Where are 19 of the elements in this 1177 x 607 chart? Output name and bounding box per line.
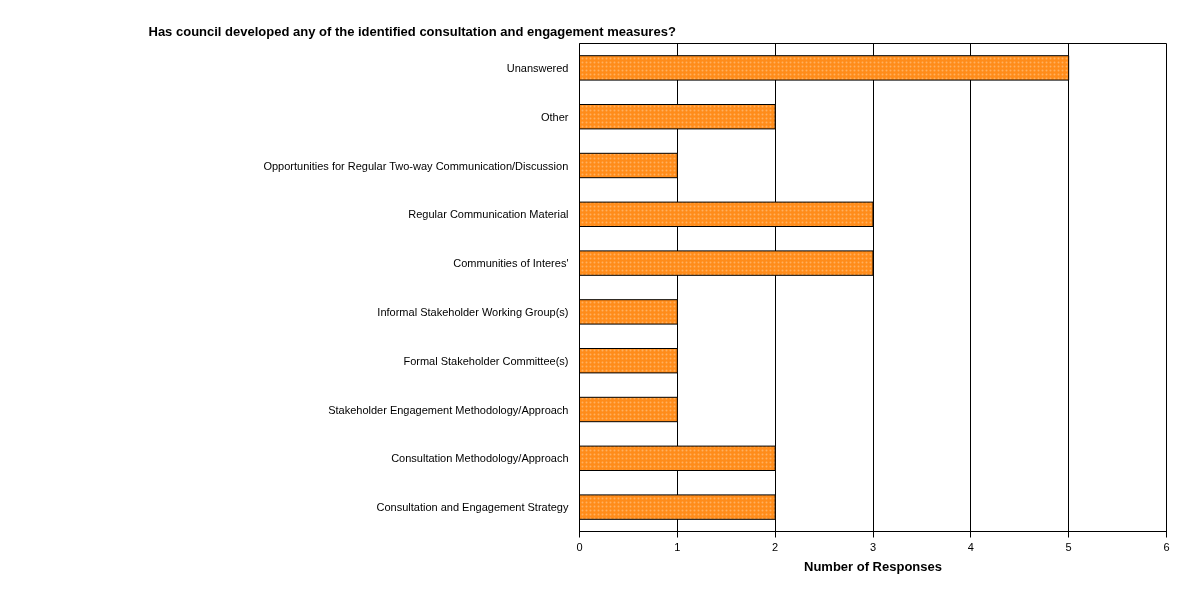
y-tick-label: Regular Communication Material <box>408 208 569 221</box>
y-tick-label: Other <box>540 110 569 123</box>
x-tick-label: 1 <box>674 540 681 553</box>
text: Has council developed any of the identified consultation and engagement measures? <box>148 23 676 39</box>
x-axis-title: Number of Responses <box>804 558 942 574</box>
x-tick-label: 0 <box>576 540 583 553</box>
y-tick-label: Consultation and Engagement Strategy <box>376 501 569 514</box>
y-tick-label: Informal Stakeholder Working Group(s) <box>377 305 569 318</box>
x-tick-label: 2 <box>772 540 779 553</box>
y-tick-label: Consultation Methodology/Approach <box>391 452 569 465</box>
y-tick-label: Formal Stakeholder Committee(s) <box>403 354 569 367</box>
x-tick-label: 3 <box>869 540 877 553</box>
y-tick-label: Opportunities for Regular Two-way Communication/Discussion <box>263 159 569 172</box>
y-tick-label: Unanswered <box>506 61 569 74</box>
y-tick-label: Communities of Interes' <box>453 257 569 270</box>
x-tick-label: 4 <box>967 540 974 553</box>
y-tick-label: Stakeholder Engagement Methodology/Approach <box>328 403 569 416</box>
x-tick-label: 6 <box>1163 540 1170 553</box>
x-tick-label: 5 <box>1065 540 1072 553</box>
